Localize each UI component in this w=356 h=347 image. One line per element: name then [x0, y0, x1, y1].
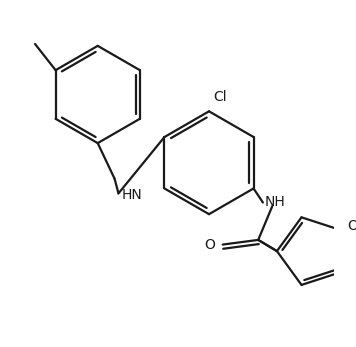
Text: O: O	[204, 238, 215, 252]
Text: O: O	[347, 220, 356, 234]
Text: HN: HN	[122, 188, 143, 203]
Text: Cl: Cl	[214, 90, 227, 104]
Text: NH: NH	[265, 195, 286, 210]
